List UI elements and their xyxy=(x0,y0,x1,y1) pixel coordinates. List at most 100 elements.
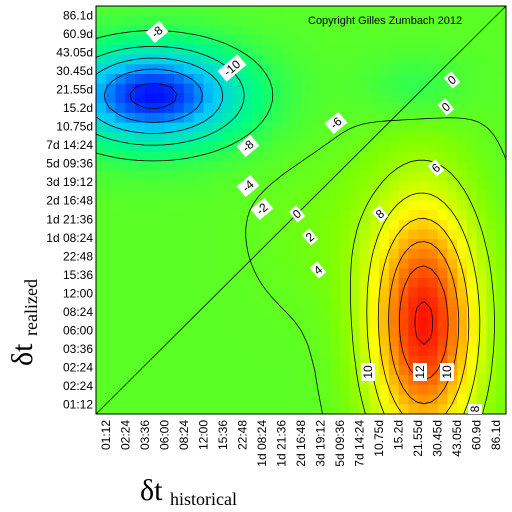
heatmap-cell xyxy=(193,268,204,279)
heatmap-cell xyxy=(369,278,380,289)
heatmap-cell xyxy=(115,161,126,172)
heatmap-cell xyxy=(359,54,370,65)
heatmap-cell xyxy=(330,336,341,347)
heatmap-cell xyxy=(252,103,263,114)
heatmap-cell xyxy=(164,219,175,231)
heatmap-cell xyxy=(398,355,409,367)
heatmap-cell xyxy=(388,278,400,289)
heatmap-cell xyxy=(379,142,390,153)
heatmap-cell xyxy=(379,54,390,65)
heatmap-cell xyxy=(379,219,390,231)
heatmap-cell xyxy=(447,336,458,347)
heatmap-cell xyxy=(408,287,419,299)
heatmap-cell xyxy=(174,180,185,192)
heatmap-cell xyxy=(349,180,361,192)
heatmap-cell xyxy=(398,35,409,46)
heatmap-cell xyxy=(320,326,331,337)
heatmap-cell xyxy=(222,336,234,347)
heatmap-cell xyxy=(486,112,497,124)
heatmap-cell xyxy=(135,103,146,114)
heatmap-cell xyxy=(320,287,331,299)
heatmap-cell xyxy=(96,287,107,299)
heatmap-cell xyxy=(466,307,478,318)
heatmap-cell xyxy=(105,239,117,250)
heatmap-cell xyxy=(193,384,204,396)
heatmap-cell xyxy=(291,93,302,104)
heatmap-cell xyxy=(144,190,156,201)
heatmap-cell xyxy=(310,355,322,367)
heatmap-cell xyxy=(457,258,468,269)
heatmap-cell xyxy=(427,200,439,211)
heatmap-cell xyxy=(398,122,409,133)
heatmap-cell xyxy=(369,268,380,279)
heatmap-cell xyxy=(476,93,488,104)
heatmap-cell xyxy=(144,248,156,260)
heatmap-cell xyxy=(310,54,322,65)
heatmap-cell xyxy=(105,258,117,269)
heatmap-cell xyxy=(486,190,497,201)
heatmap-cell xyxy=(174,384,185,396)
heatmap-cell xyxy=(476,161,488,172)
heatmap-cell xyxy=(301,355,312,367)
heatmap-cell xyxy=(193,248,204,260)
heatmap-cell xyxy=(310,404,322,414)
heatmap-cell xyxy=(252,394,263,405)
heatmap-cell xyxy=(96,336,107,347)
heatmap-cell xyxy=(398,6,409,17)
heatmap-cell xyxy=(320,278,331,289)
heatmap-cell xyxy=(125,103,136,114)
heatmap-cell xyxy=(379,103,390,114)
heatmap-cell xyxy=(193,93,204,104)
heatmap-cell xyxy=(398,268,409,279)
heatmap-cell xyxy=(369,25,380,36)
heatmap-cell xyxy=(271,210,283,221)
heatmap-cell xyxy=(486,180,497,192)
heatmap-cell xyxy=(242,25,253,36)
heatmap-cell xyxy=(340,64,351,75)
heatmap-cell xyxy=(261,346,273,357)
heatmap-cell xyxy=(379,74,390,85)
heatmap-cell xyxy=(340,365,351,376)
heatmap-cell xyxy=(476,297,488,308)
heatmap-cell xyxy=(320,316,331,328)
heatmap-cell xyxy=(340,122,351,133)
heatmap-cell xyxy=(486,83,497,95)
x-tick-label: 08:24 xyxy=(177,420,191,450)
heatmap-cell xyxy=(261,151,273,163)
heatmap-cell xyxy=(174,229,185,240)
heatmap-cell xyxy=(203,375,214,386)
heatmap-cell xyxy=(115,394,126,405)
heatmap-cell xyxy=(457,287,468,299)
x-tick-label: 2d 16:48 xyxy=(294,420,308,467)
heatmap-cell xyxy=(320,54,331,65)
heatmap-cell xyxy=(261,258,273,269)
heatmap-cell xyxy=(261,64,273,75)
x-tick-label: 60.9d xyxy=(470,420,484,450)
heatmap-cell xyxy=(135,239,146,250)
heatmap-cell xyxy=(144,180,156,192)
heatmap-cell xyxy=(154,326,165,337)
heatmap-cell xyxy=(135,219,146,231)
heatmap-cell xyxy=(437,307,449,318)
heatmap-cell xyxy=(252,355,263,367)
heatmap-cell xyxy=(135,384,146,396)
heatmap-cell xyxy=(369,248,380,260)
heatmap-cell xyxy=(330,258,341,269)
heatmap-cell xyxy=(115,35,126,46)
heatmap-cell xyxy=(457,93,468,104)
heatmap-cell xyxy=(291,355,302,367)
heatmap-cell xyxy=(359,229,370,240)
heatmap-cell xyxy=(154,74,165,85)
heatmap-cell xyxy=(398,316,409,328)
heatmap-cell xyxy=(125,161,136,172)
heatmap-cell xyxy=(174,54,185,65)
heatmap-cell xyxy=(427,365,439,376)
heatmap-cell xyxy=(320,336,331,347)
heatmap-cell xyxy=(379,151,390,163)
heatmap-cell xyxy=(96,248,107,260)
heatmap-cell xyxy=(418,132,429,143)
heatmap-cell xyxy=(437,316,449,328)
heatmap-cell xyxy=(271,122,283,133)
heatmap-cell xyxy=(359,171,370,182)
heatmap-cell xyxy=(447,297,458,308)
